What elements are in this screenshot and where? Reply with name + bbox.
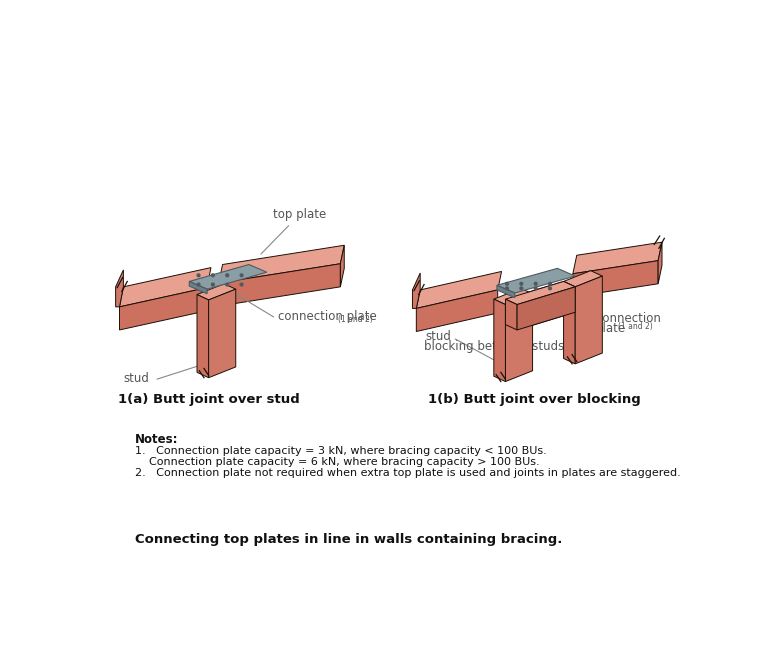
Text: stud: stud: [426, 330, 451, 342]
Circle shape: [520, 287, 523, 290]
Polygon shape: [417, 290, 497, 332]
Text: stud: stud: [123, 372, 149, 385]
Text: 1.   Connection plate capacity = 3 kN, where bracing capacity < 100 BUs.: 1. Connection plate capacity = 3 kN, whe…: [135, 446, 547, 456]
Text: connection: connection: [596, 312, 661, 325]
Text: 1(b) Butt joint over blocking: 1(b) Butt joint over blocking: [428, 393, 641, 406]
Polygon shape: [189, 264, 266, 289]
Circle shape: [212, 283, 214, 286]
Polygon shape: [505, 299, 517, 330]
Circle shape: [197, 283, 200, 286]
Text: top plate: top plate: [261, 208, 326, 254]
Polygon shape: [494, 299, 505, 382]
Circle shape: [520, 283, 523, 285]
Text: connection plate: connection plate: [278, 310, 377, 323]
Polygon shape: [119, 288, 207, 330]
Text: plate: plate: [596, 322, 626, 335]
Polygon shape: [517, 287, 575, 330]
Polygon shape: [494, 288, 533, 304]
Polygon shape: [197, 284, 236, 300]
Circle shape: [226, 283, 229, 286]
Polygon shape: [497, 285, 515, 297]
Polygon shape: [116, 270, 123, 307]
Polygon shape: [119, 268, 211, 307]
Circle shape: [240, 283, 243, 286]
Polygon shape: [505, 281, 575, 304]
Polygon shape: [505, 281, 575, 304]
Text: Connection plate capacity = 6 kN, where bracing capacity > 100 BUs.: Connection plate capacity = 6 kN, where …: [135, 457, 540, 467]
Polygon shape: [564, 281, 575, 364]
Polygon shape: [517, 287, 575, 330]
Circle shape: [534, 283, 537, 285]
Text: blocking between studs: blocking between studs: [424, 341, 564, 353]
Circle shape: [506, 287, 508, 290]
Circle shape: [240, 274, 243, 277]
Polygon shape: [505, 299, 517, 330]
Circle shape: [548, 283, 551, 285]
Polygon shape: [219, 264, 340, 306]
Circle shape: [506, 283, 508, 285]
Text: (1 and 2): (1 and 2): [618, 322, 653, 332]
Text: 1(a) Butt joint over stud: 1(a) Butt joint over stud: [118, 393, 300, 406]
Polygon shape: [505, 293, 533, 382]
Polygon shape: [575, 276, 602, 364]
Polygon shape: [209, 289, 236, 378]
Polygon shape: [497, 268, 575, 293]
Polygon shape: [413, 273, 420, 308]
Polygon shape: [573, 261, 658, 297]
Polygon shape: [658, 242, 662, 284]
Polygon shape: [340, 245, 344, 287]
Circle shape: [534, 287, 537, 290]
Polygon shape: [219, 245, 344, 283]
Text: 2.   Connection plate not required when extra top plate is used and joints in pl: 2. Connection plate not required when ex…: [135, 468, 681, 478]
Polygon shape: [573, 242, 662, 273]
Circle shape: [548, 287, 551, 290]
Circle shape: [212, 274, 214, 277]
Polygon shape: [197, 295, 209, 378]
Polygon shape: [189, 281, 207, 293]
Circle shape: [226, 274, 229, 277]
Polygon shape: [417, 272, 501, 308]
Polygon shape: [564, 271, 602, 287]
Circle shape: [197, 274, 200, 277]
Text: (1 and 2): (1 and 2): [338, 315, 373, 324]
Text: Notes:: Notes:: [135, 433, 179, 446]
Text: Connecting top plates in line in walls containing bracing.: Connecting top plates in line in walls c…: [135, 533, 562, 546]
